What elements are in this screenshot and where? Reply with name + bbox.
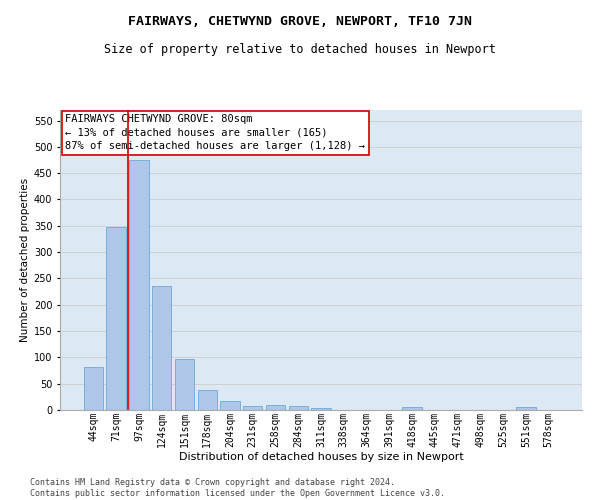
- Bar: [243, 406, 262, 410]
- Bar: [403, 407, 422, 410]
- X-axis label: Distribution of detached houses by size in Newport: Distribution of detached houses by size …: [179, 452, 463, 462]
- Bar: [516, 407, 536, 410]
- Text: Contains HM Land Registry data © Crown copyright and database right 2024.
Contai: Contains HM Land Registry data © Crown c…: [30, 478, 445, 498]
- Bar: [311, 408, 331, 410]
- Bar: [220, 401, 239, 410]
- Y-axis label: Number of detached properties: Number of detached properties: [20, 178, 29, 342]
- Bar: [152, 286, 172, 410]
- Bar: [197, 390, 217, 410]
- Bar: [175, 359, 194, 410]
- Bar: [129, 160, 149, 410]
- Text: Size of property relative to detached houses in Newport: Size of property relative to detached ho…: [104, 42, 496, 56]
- Bar: [289, 406, 308, 410]
- Bar: [84, 367, 103, 410]
- Bar: [106, 227, 126, 410]
- Text: FAIRWAYS CHETWYND GROVE: 80sqm
← 13% of detached houses are smaller (165)
87% of: FAIRWAYS CHETWYND GROVE: 80sqm ← 13% of …: [65, 114, 365, 151]
- Bar: [266, 406, 285, 410]
- Text: FAIRWAYS, CHETWYND GROVE, NEWPORT, TF10 7JN: FAIRWAYS, CHETWYND GROVE, NEWPORT, TF10 …: [128, 15, 472, 28]
